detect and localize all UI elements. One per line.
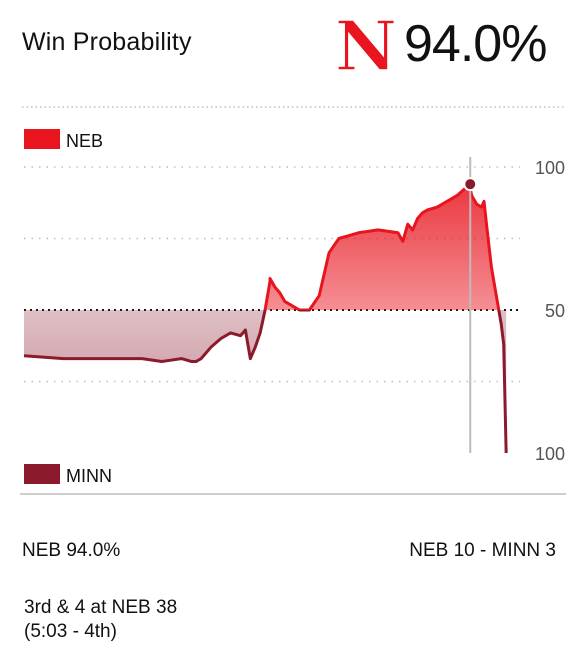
logo-letter: N (335, 12, 397, 76)
current-probability-text: NEB 94.0% (22, 540, 121, 561)
page-title: Win Probability (22, 28, 192, 56)
neb-area (24, 184, 507, 310)
current-play-marker (463, 177, 478, 192)
team-win-probability: 94.0% (404, 15, 547, 73)
game-clock: (5:03 - 4th) (24, 621, 117, 642)
minn-legend-swatch (24, 464, 60, 484)
down-and-distance: 3rd & 4 at NEB 38 (24, 597, 178, 618)
neb-legend-label: NEB (66, 131, 103, 151)
neb-line (263, 182, 501, 310)
game-score: NEB 10 - MINN 3 (409, 540, 556, 561)
y-tick-label: 100 (535, 158, 565, 178)
footer-summary: NEB 94.0% NEB 10 - MINN 3 (22, 540, 556, 562)
nebraska-logo-icon: N (334, 12, 398, 76)
minn-legend-label: MINN (66, 466, 112, 486)
minn-area (24, 310, 507, 453)
minn-line (23, 310, 508, 454)
y-tick-label: 100 (535, 444, 565, 464)
play-situation: 3rd & 4 at NEB 38 (5:03 - 4th) (24, 596, 324, 644)
y-tick-label: 50 (545, 301, 565, 321)
win-probability-header: Win Probability N 94.0% (0, 0, 588, 100)
win-probability-chart: 100 50 100 NEB MINN (20, 106, 566, 495)
neb-legend-swatch (24, 129, 60, 149)
